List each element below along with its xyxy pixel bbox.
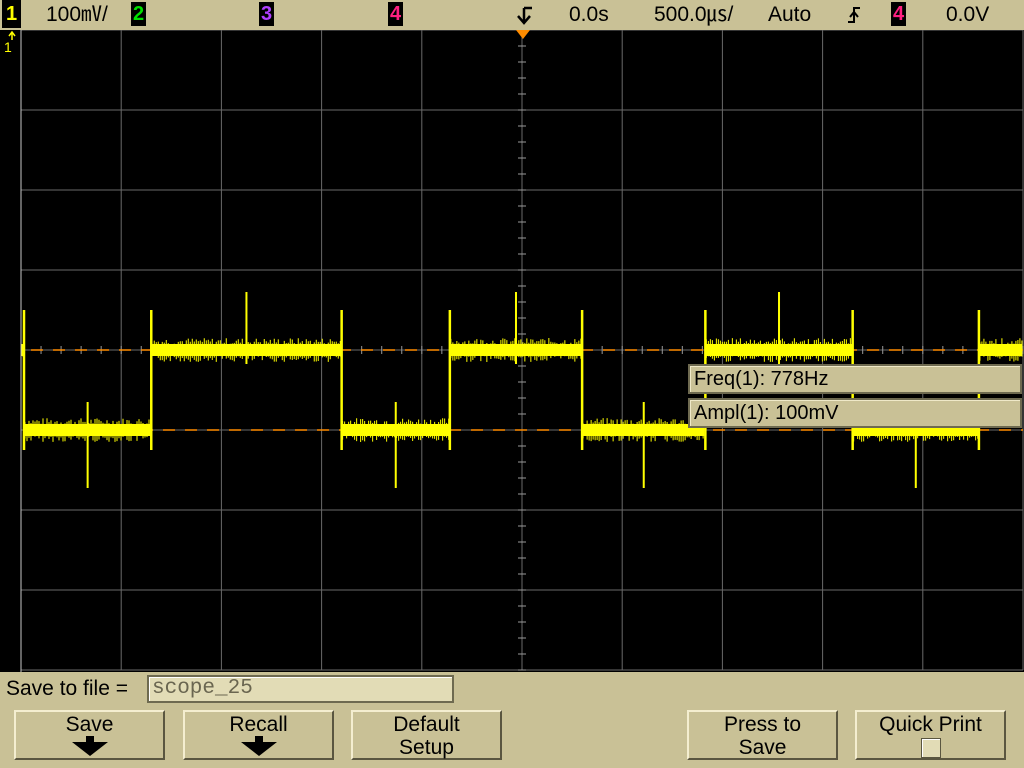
press-to-save-line1: Press to bbox=[723, 713, 802, 736]
save-to-file-label: Save to file = bbox=[6, 677, 128, 700]
checkbox-icon bbox=[920, 738, 941, 758]
channel-4-indicator[interactable]: 4 bbox=[388, 2, 403, 26]
trigger-mode-readout: Auto bbox=[768, 3, 812, 26]
rising-edge-icon bbox=[848, 7, 860, 23]
default-setup-line2: Setup bbox=[399, 736, 454, 759]
channel-1-number: 1 bbox=[5, 3, 18, 25]
trigger-level-readout: 0.0V bbox=[946, 3, 990, 26]
save-button-label: Save bbox=[65, 713, 114, 736]
status-bar: 1 100㎷/ 2 3 4 0.0s 500.0㎲/ Auto 4 0.0V bbox=[0, 0, 1024, 31]
default-setup-button[interactable]: Default Setup bbox=[351, 710, 502, 760]
trace-segment bbox=[21, 344, 24, 356]
waveform-plot: 1 bbox=[0, 30, 1024, 672]
press-to-save-line2: Save bbox=[738, 736, 787, 759]
arrow-down-icon bbox=[16, 736, 163, 756]
frequency-measurement: Freq(1): 778Hz bbox=[688, 364, 1022, 394]
channel-2-indicator[interactable]: 2 bbox=[131, 2, 146, 26]
delay-readout: 0.0s bbox=[569, 3, 609, 26]
trigger-source-indicator[interactable]: 4 bbox=[891, 2, 906, 26]
channel-2-number: 2 bbox=[132, 3, 145, 25]
waveform-display: 1 Freq(1): 778Hz Ampl(1): 100mV bbox=[0, 30, 1024, 672]
svg-text:1: 1 bbox=[4, 39, 12, 55]
recall-button-label: Recall bbox=[229, 713, 288, 736]
recall-button[interactable]: Recall bbox=[183, 710, 334, 760]
trigger-marker bbox=[516, 30, 530, 39]
amplitude-measurement: Ampl(1): 100mV bbox=[688, 398, 1022, 428]
channel-1-indicator[interactable]: 1 bbox=[2, 0, 21, 28]
channel-4-number: 4 bbox=[389, 3, 402, 25]
press-to-save-button[interactable]: Press to Save bbox=[687, 710, 838, 760]
filename-field[interactable]: scope_25 bbox=[147, 675, 454, 703]
quick-print-button[interactable]: Quick Print bbox=[855, 710, 1006, 760]
trigger-position-icon bbox=[517, 6, 532, 25]
channel-3-number: 3 bbox=[260, 3, 273, 25]
channel-1-scale: 100㎷/ bbox=[46, 3, 108, 26]
channel-3-indicator[interactable]: 3 bbox=[259, 2, 274, 26]
time-scale-readout: 500.0㎲/ bbox=[654, 3, 734, 26]
softkey-panel: Save to file = scope_25 Save Recall Defa… bbox=[0, 672, 1024, 768]
trigger-source-number: 4 bbox=[892, 3, 905, 25]
default-setup-line1: Default bbox=[393, 713, 460, 736]
save-button[interactable]: Save bbox=[14, 710, 165, 760]
arrow-down-icon bbox=[185, 736, 332, 756]
quick-print-label: Quick Print bbox=[879, 713, 982, 736]
channel-1-ground-marker[interactable]: 1 bbox=[4, 30, 16, 55]
